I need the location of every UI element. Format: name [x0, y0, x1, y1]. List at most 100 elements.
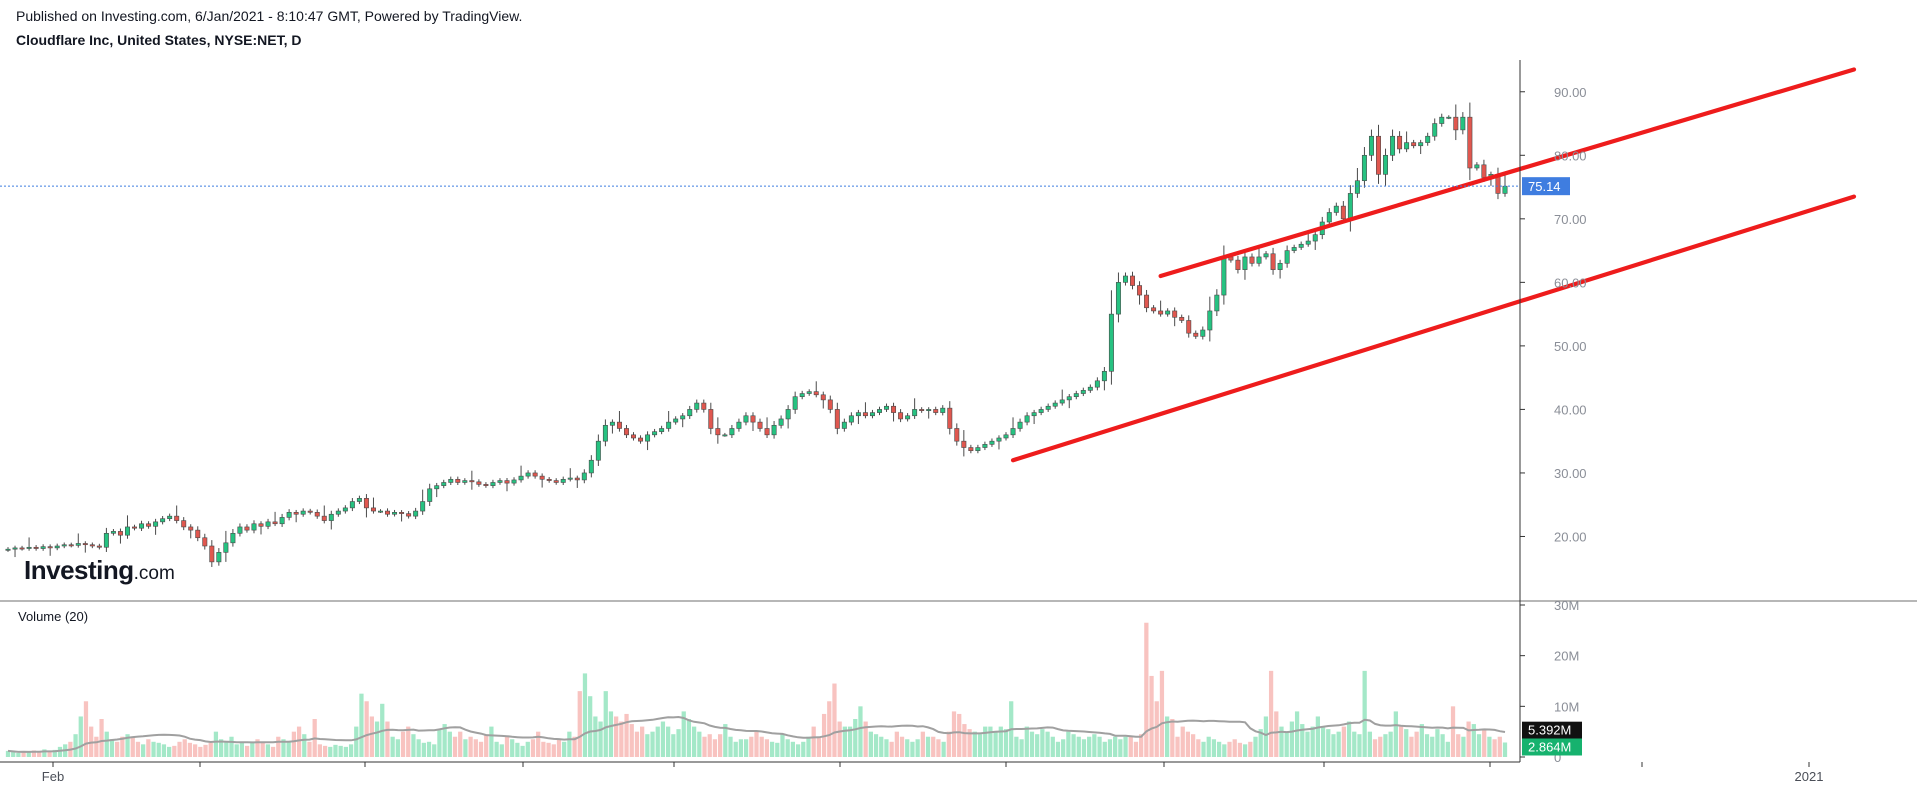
volume-bar	[302, 734, 307, 757]
volume-bar	[629, 724, 634, 757]
volume-bar	[1139, 734, 1144, 757]
candle	[567, 468, 573, 482]
candle	[1010, 417, 1016, 438]
volume-bar	[837, 721, 842, 757]
volume-bar	[1346, 721, 1352, 757]
volume-bar	[83, 701, 89, 757]
candle	[1439, 113, 1445, 127]
candle	[1446, 115, 1452, 120]
candle	[1263, 251, 1269, 260]
candle	[1038, 406, 1044, 416]
vol-tick-label: 10M	[1554, 699, 1579, 714]
volume-bar	[484, 734, 489, 757]
candle	[117, 528, 123, 544]
volume-bar	[1310, 726, 1315, 757]
candle	[89, 542, 95, 549]
volume-bar	[1331, 734, 1336, 757]
volume-bar	[530, 739, 536, 757]
candle	[1495, 167, 1501, 200]
volume-bar	[1092, 734, 1097, 757]
volume-bar	[1357, 734, 1362, 757]
volume-bar	[691, 726, 697, 757]
volume-bar	[634, 731, 640, 757]
candle	[1291, 244, 1297, 254]
candle	[722, 432, 728, 437]
candle	[1073, 390, 1079, 400]
volume-bar	[348, 744, 354, 757]
volume-bar	[1097, 736, 1102, 757]
volume-bar	[910, 741, 915, 757]
candle	[1397, 131, 1403, 154]
volume-bar	[624, 713, 629, 757]
candle	[420, 489, 426, 515]
volume-bar	[296, 726, 302, 757]
volume-bar	[962, 724, 967, 757]
candle	[546, 477, 552, 483]
volume-bar	[863, 721, 868, 757]
candle	[1277, 259, 1283, 279]
volume-bar	[806, 736, 811, 757]
volume-bar	[1050, 736, 1055, 757]
candle	[1172, 307, 1178, 327]
volume-last-badge	[1522, 738, 1582, 756]
volume-bar	[151, 741, 156, 757]
volume-bar	[1263, 716, 1269, 757]
candle	[848, 412, 854, 426]
volume-bar	[608, 711, 614, 757]
volume-bar	[1284, 731, 1289, 757]
volume-bar	[1367, 731, 1372, 757]
candle	[862, 402, 868, 419]
candle	[125, 515, 130, 539]
volume-bar	[1341, 726, 1346, 757]
volume-bar	[416, 739, 421, 757]
candle	[1312, 231, 1318, 250]
volume-bar	[998, 726, 1003, 757]
volume-bar	[1175, 736, 1180, 757]
volume-ma-layer	[7, 715, 1506, 753]
volume-bar	[385, 721, 390, 757]
candle	[891, 402, 897, 422]
candle	[223, 530, 229, 562]
candle	[216, 548, 222, 566]
candle	[1066, 394, 1072, 409]
volume-bar	[749, 736, 754, 757]
volume-bar	[619, 721, 624, 757]
candle	[1059, 389, 1065, 406]
volume-bar	[130, 737, 135, 757]
candle	[61, 542, 67, 549]
candle	[933, 406, 939, 416]
candle	[708, 402, 714, 435]
volume-bar	[1289, 721, 1295, 757]
volume-bar	[1107, 739, 1113, 757]
volume-bar	[1190, 734, 1196, 757]
candle	[827, 395, 833, 414]
volume-bar	[234, 744, 239, 757]
candle	[328, 510, 334, 530]
candle	[132, 524, 137, 531]
candle	[588, 455, 594, 478]
volume-bar	[1113, 736, 1118, 757]
candle	[75, 533, 81, 548]
volume-bar	[1336, 731, 1341, 757]
candle	[286, 509, 292, 521]
candle	[1354, 168, 1360, 198]
volume-bar	[1258, 729, 1263, 757]
volume-bar	[556, 739, 562, 757]
volume-bar	[1206, 736, 1211, 757]
candle	[687, 405, 693, 419]
candle	[905, 413, 911, 422]
volume-ma-value: 5.392M	[1528, 723, 1571, 738]
volume-bar	[795, 744, 801, 757]
volume-bar	[614, 716, 619, 757]
volume-bar	[52, 749, 57, 757]
candle	[82, 541, 88, 553]
volume-bar	[1430, 736, 1435, 757]
lower-trendline	[1010, 194, 1857, 463]
volume-bar	[182, 739, 187, 757]
volume-bar	[1352, 731, 1357, 757]
volume-bar	[437, 729, 442, 757]
volume-bar	[1227, 741, 1232, 757]
volume-bar	[265, 744, 271, 757]
volume-bar	[946, 731, 951, 757]
